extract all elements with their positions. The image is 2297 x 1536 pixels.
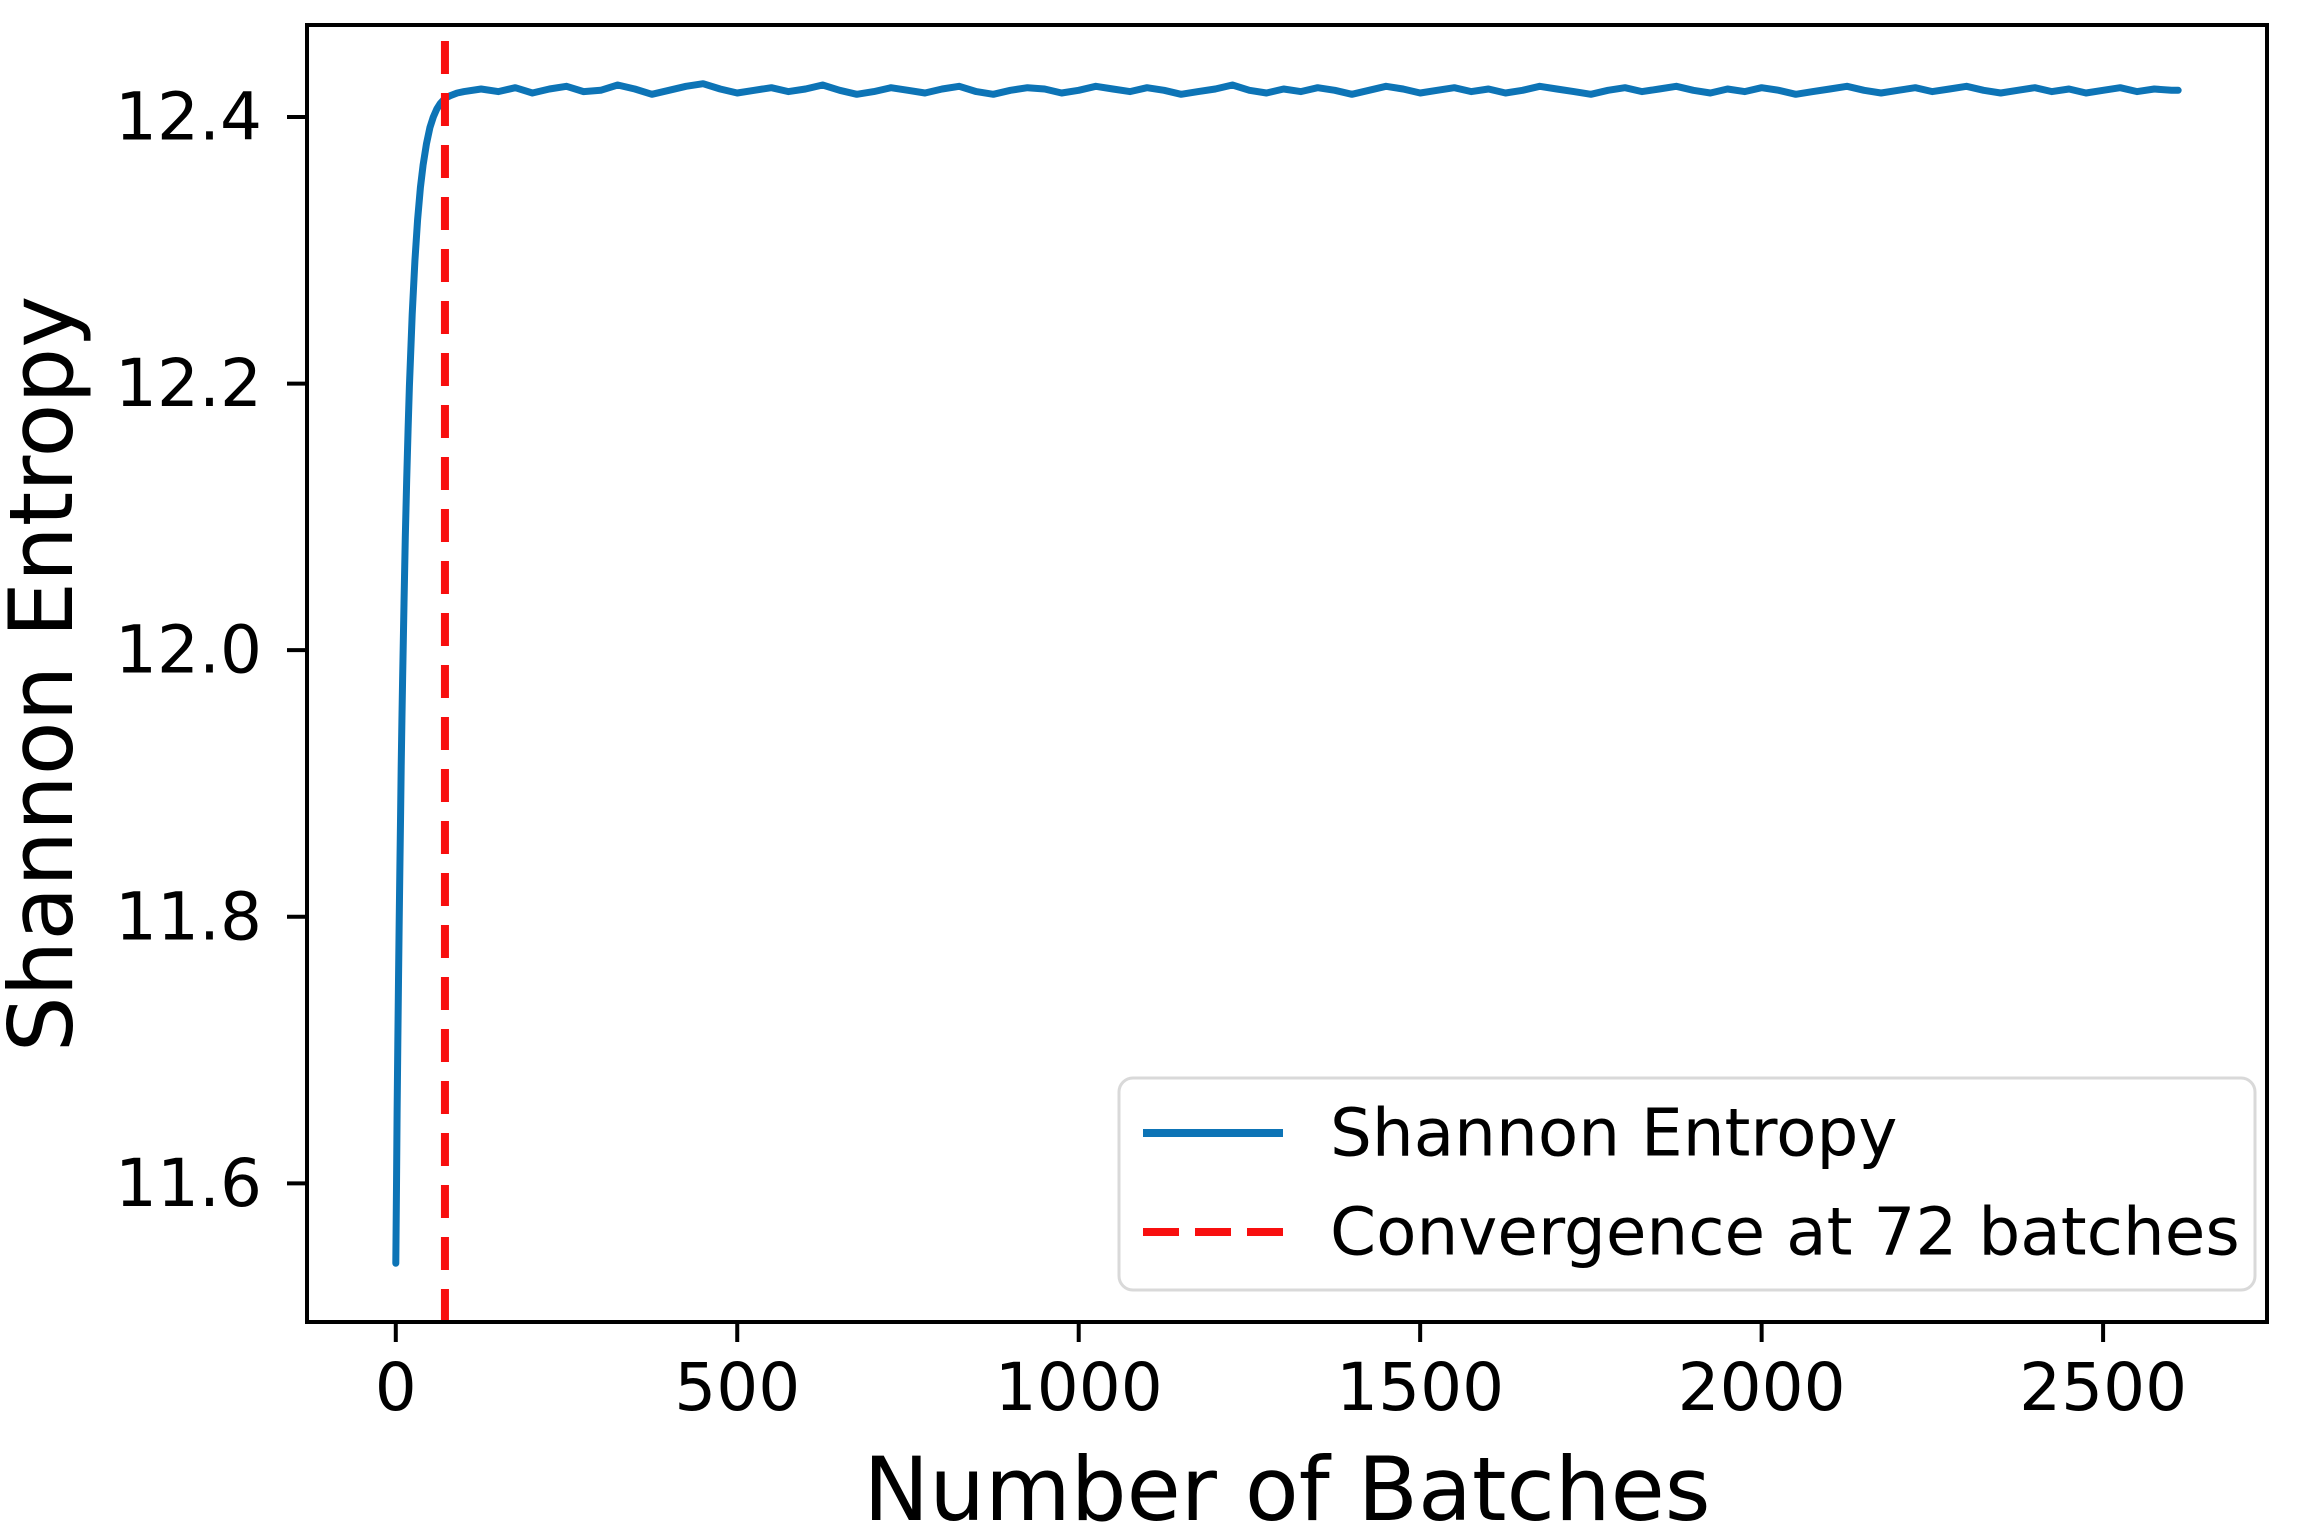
x-tick-label: 500 <box>674 1349 800 1426</box>
plot-border <box>305 23 2269 1324</box>
x-tick-label: 2000 <box>1678 1349 1846 1426</box>
y-tick-label: 12.0 <box>115 612 262 689</box>
y-tick-label: 11.6 <box>115 1145 262 1222</box>
legend-label-convergence: Convergence at 72 batches <box>1330 1194 2240 1271</box>
x-axis-label: Number of Batches <box>863 1438 1710 1536</box>
x-tick-label: 0 <box>375 1349 417 1426</box>
shannon-entropy-line <box>392 80 2182 1267</box>
y-tick-label: 11.8 <box>115 878 262 955</box>
legend-label-entropy: Shannon Entropy <box>1330 1095 1897 1172</box>
x-tick-label: 1500 <box>1336 1349 1504 1426</box>
legend: Shannon Entropy Convergence at 72 batche… <box>1117 1076 2257 1292</box>
y-tick-label: 12.4 <box>115 78 262 155</box>
y-axis-label: Shannon Entropy <box>0 296 93 1053</box>
y-tick-label: 12.2 <box>115 345 262 422</box>
y-axis-ticks: 11.6 11.8 12.0 12.2 12.4 <box>115 78 307 1222</box>
x-tick-label: 2500 <box>2019 1349 2187 1426</box>
x-axis-ticks: 0 500 1000 1500 2000 2500 <box>375 1322 2187 1426</box>
legend-box <box>1117 1076 2257 1292</box>
x-tick-label: 1000 <box>995 1349 1163 1426</box>
